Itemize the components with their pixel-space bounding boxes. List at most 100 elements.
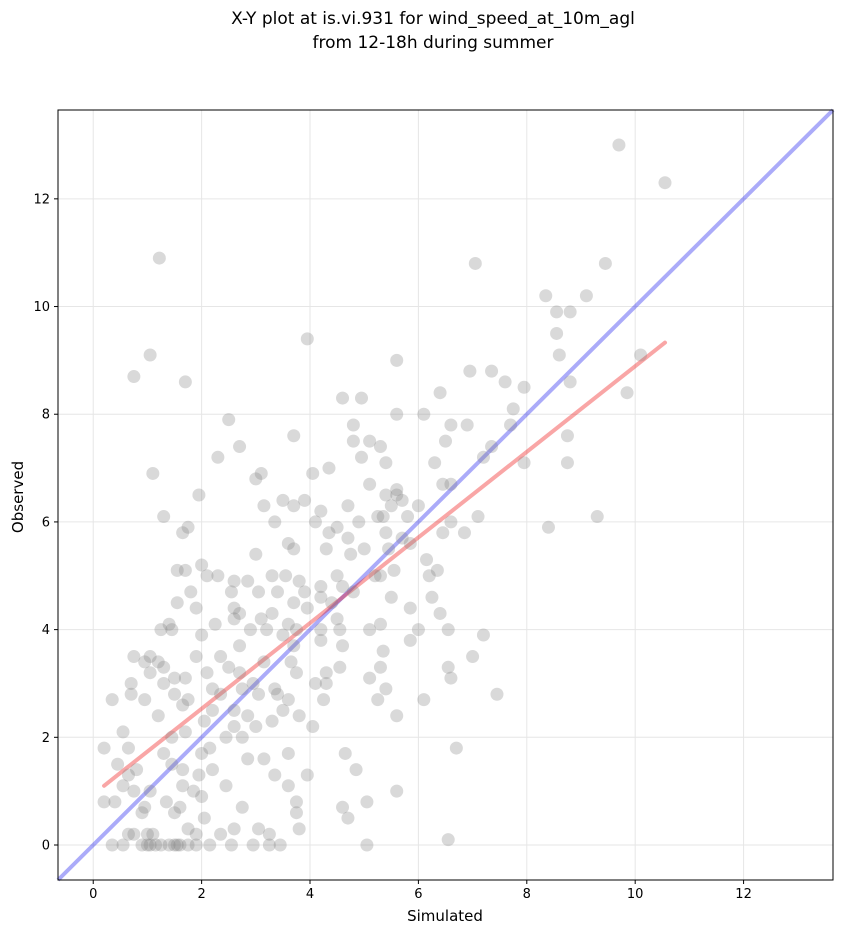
data-point: [130, 763, 144, 777]
data-point: [319, 676, 333, 690]
data-point: [281, 746, 295, 760]
data-point: [135, 806, 149, 820]
x-tick-label: 8: [523, 887, 531, 902]
data-point: [319, 666, 333, 680]
data-point: [292, 822, 306, 836]
data-point: [246, 838, 260, 852]
data-point: [268, 515, 282, 529]
data-point: [121, 741, 135, 755]
data-point: [176, 526, 190, 540]
grid-lines: [58, 110, 833, 880]
data-point: [214, 827, 228, 841]
data-point: [373, 440, 387, 454]
data-point: [140, 827, 154, 841]
data-point: [341, 811, 355, 825]
data-point: [330, 612, 344, 626]
data-point: [363, 434, 377, 448]
data-point: [281, 617, 295, 631]
data-point: [270, 687, 284, 701]
data-point: [116, 725, 130, 739]
data-point: [287, 596, 301, 610]
data-point: [154, 623, 168, 637]
data-point: [170, 838, 184, 852]
data-point: [178, 671, 192, 685]
data-point: [338, 746, 352, 760]
data-point: [176, 763, 190, 777]
data-point: [517, 380, 531, 394]
data-point: [127, 827, 141, 841]
x-tick-label: 6: [414, 887, 422, 902]
data-point: [135, 838, 149, 852]
data-point: [211, 450, 225, 464]
data-point: [222, 413, 236, 427]
data-point: [354, 450, 368, 464]
axis-ticks: 0 2 4 6 8 10 12 0 2 4 6 8 10 12: [33, 192, 751, 902]
data-point: [322, 461, 336, 475]
data-point: [189, 650, 203, 664]
y-tick-label: 4: [42, 623, 50, 638]
data-point: [276, 493, 290, 507]
data-point: [428, 456, 442, 470]
data-point: [444, 477, 458, 491]
data-point: [281, 693, 295, 707]
data-point: [265, 714, 279, 728]
data-point: [233, 440, 247, 454]
data-point: [168, 687, 182, 701]
data-point: [411, 499, 425, 513]
data-point: [658, 176, 672, 190]
data-point: [444, 418, 458, 432]
data-point: [560, 456, 574, 470]
data-point: [116, 838, 130, 852]
data-point: [227, 574, 241, 588]
data-point: [476, 450, 490, 464]
y-tick-label: 2: [42, 731, 50, 746]
data-point: [382, 542, 396, 556]
data-point: [151, 709, 165, 723]
data-point: [205, 763, 219, 777]
data-point: [379, 456, 393, 470]
data-point: [262, 838, 276, 852]
data-point: [634, 348, 648, 362]
data-point: [243, 623, 257, 637]
data-point: [176, 779, 190, 793]
data-point: [333, 660, 347, 674]
data-point: [249, 720, 263, 734]
data-point: [579, 289, 593, 303]
data-point: [384, 590, 398, 604]
data-point: [300, 768, 314, 782]
data-point: [157, 676, 171, 690]
data-point: [322, 526, 336, 540]
data-point: [241, 574, 255, 588]
data-point: [276, 703, 290, 717]
data-point: [200, 666, 214, 680]
data-point: [197, 714, 211, 728]
data-point: [466, 650, 480, 664]
data-point: [227, 703, 241, 717]
x-axis-label: Simulated: [407, 907, 483, 925]
data-point: [97, 741, 111, 755]
data-point: [504, 418, 518, 432]
data-point: [168, 838, 182, 852]
data-point: [159, 795, 173, 809]
data-point: [233, 606, 247, 620]
data-point: [308, 676, 322, 690]
data-point: [108, 795, 122, 809]
data-point: [441, 660, 455, 674]
data-point: [235, 682, 249, 696]
data-point: [214, 687, 228, 701]
data-point: [281, 779, 295, 793]
data-point: [439, 434, 452, 448]
data-point: [143, 348, 157, 362]
data-point: [143, 838, 157, 852]
data-point: [178, 375, 192, 389]
data-point: [121, 827, 135, 841]
data-point: [143, 666, 157, 680]
data-point: [227, 720, 241, 734]
data-point: [314, 623, 328, 637]
data-point: [336, 391, 350, 405]
data-point: [203, 838, 217, 852]
data-point: [170, 596, 184, 610]
data-point: [192, 488, 206, 502]
data-point: [289, 806, 303, 820]
data-point: [124, 687, 138, 701]
